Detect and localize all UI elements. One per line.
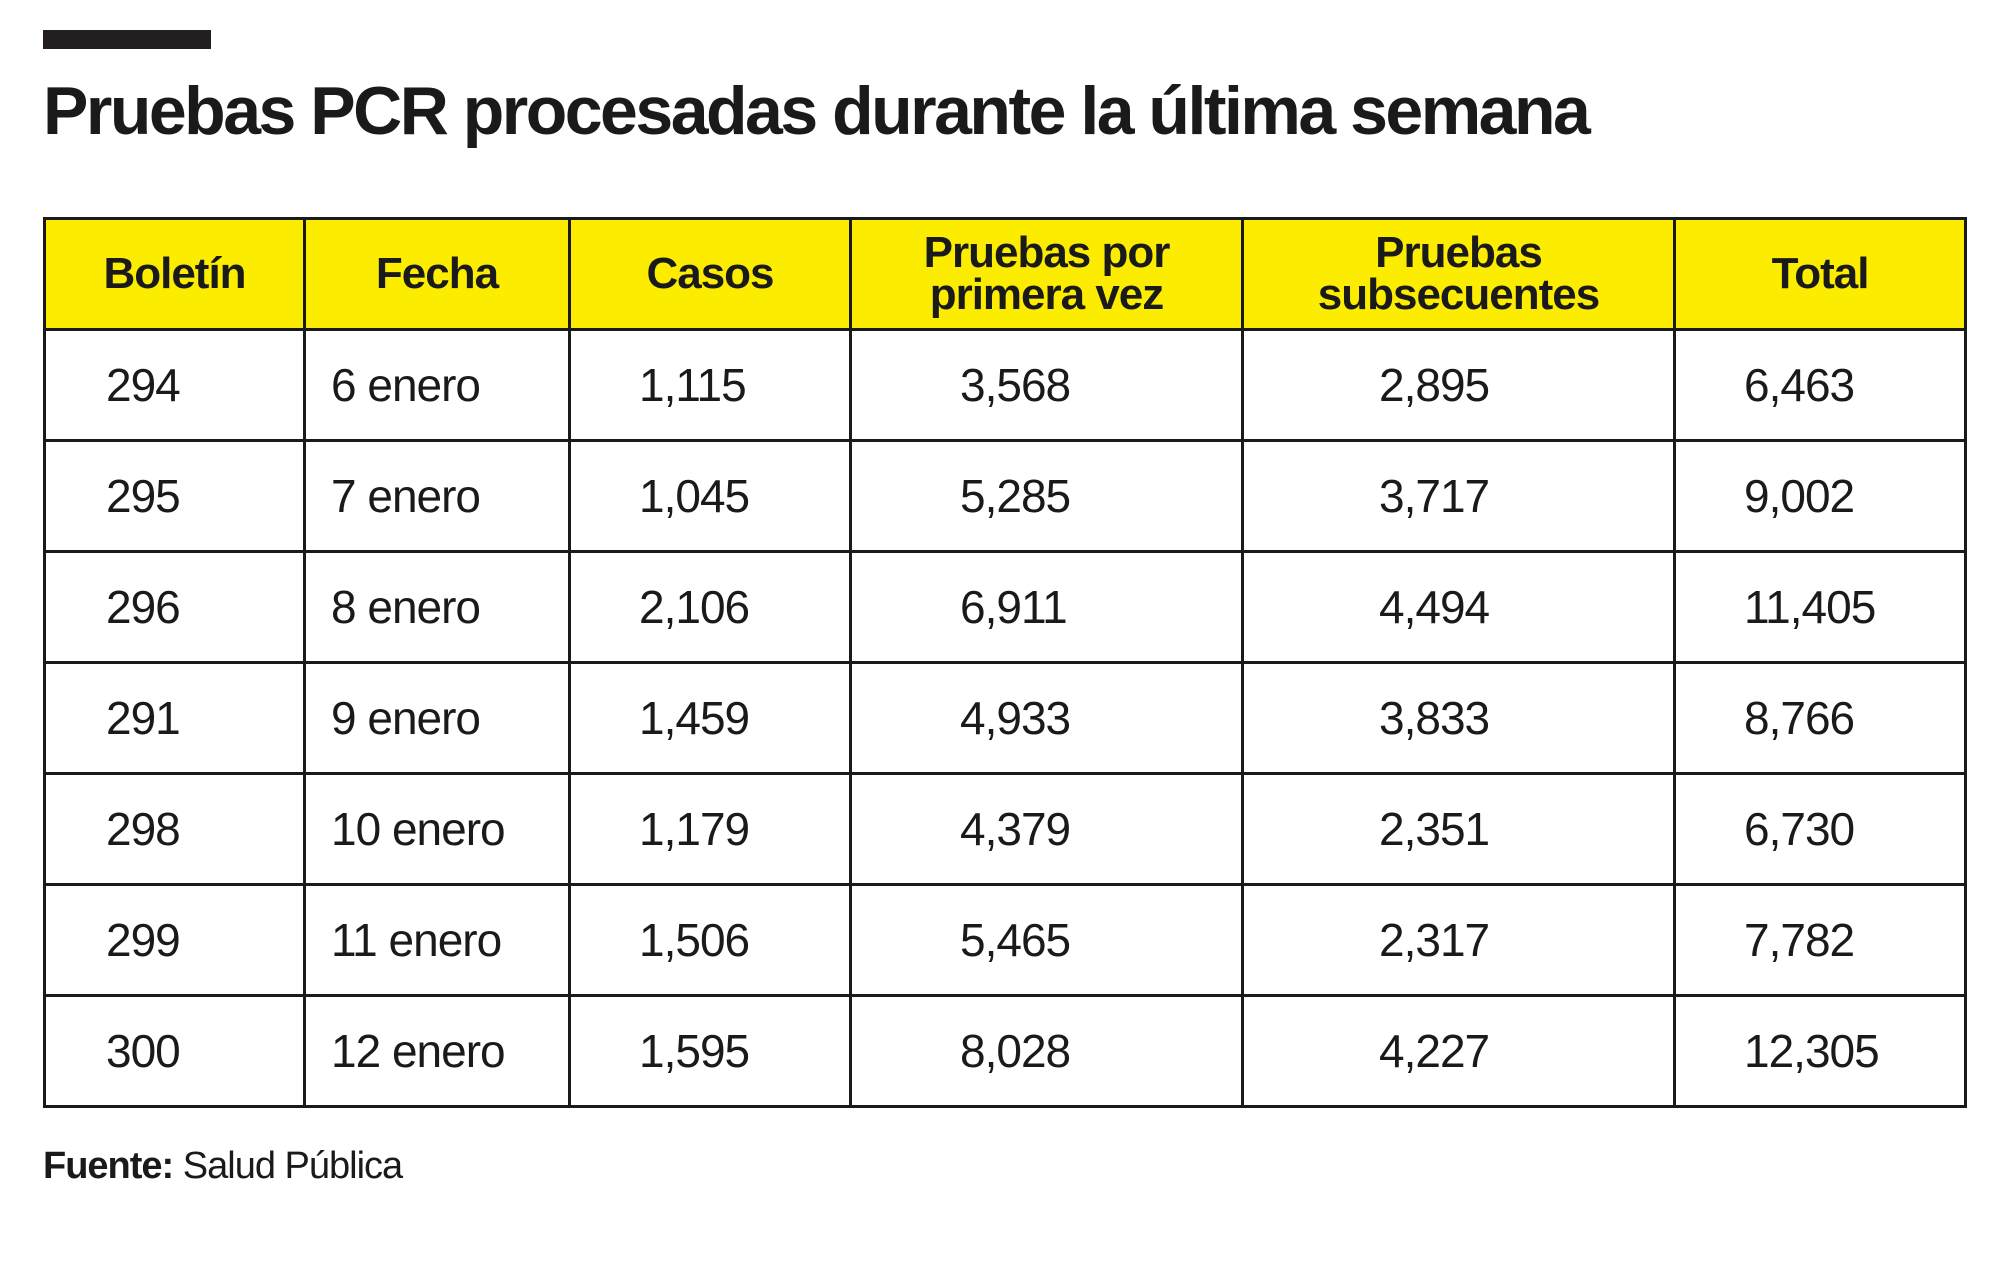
page-title: Pruebas PCR procesadas durante la última… (43, 73, 1591, 149)
table-cell: 12 enero (303, 994, 571, 1108)
column-header: Boletín (43, 217, 306, 331)
table-cell: 2,895 (1241, 328, 1676, 442)
table-cell: 9,002 (1673, 439, 1967, 553)
table-cell: 4,379 (849, 772, 1244, 886)
table-cell: 6 enero (303, 328, 571, 442)
table-cell: 2,106 (568, 550, 852, 664)
table-cell: 6,911 (849, 550, 1244, 664)
table-row: 294 6 enero 1,115 3,568 2,895 6,463 (43, 328, 1967, 442)
table-cell: 5,465 (849, 883, 1244, 997)
table-header-row: Boletín Fecha Casos Pruebas por primera vez… (43, 217, 1967, 331)
column-header: Casos (568, 217, 852, 331)
table-cell: 295 (43, 439, 306, 553)
table-cell: 9 enero (303, 661, 571, 775)
table-cell: 12,305 (1673, 994, 1967, 1108)
table-cell: 2,317 (1241, 883, 1676, 997)
table-cell: 2,351 (1241, 772, 1676, 886)
table-cell: 300 (43, 994, 306, 1108)
table-row: 291 9 enero 1,459 4,933 3,833 8,766 (43, 661, 1967, 775)
table-cell: 1,595 (568, 994, 852, 1108)
table-cell: 7 enero (303, 439, 571, 553)
table-cell: 8,766 (1673, 661, 1967, 775)
table-row: 300 12 enero 1,595 8,028 4,227 12,305 (43, 994, 1967, 1108)
table-cell: 299 (43, 883, 306, 997)
table-cell: 1,459 (568, 661, 852, 775)
column-header: Total (1673, 217, 1967, 331)
table-cell: 4,933 (849, 661, 1244, 775)
table-cell: 4,494 (1241, 550, 1676, 664)
table-cell: 296 (43, 550, 306, 664)
table-cell: 6,730 (1673, 772, 1967, 886)
table-cell: 11 enero (303, 883, 571, 997)
table-cell: 7,782 (1673, 883, 1967, 997)
pcr-table: Boletín Fecha Casos Pruebas por primera vez… (43, 217, 1967, 1108)
table-cell: 1,179 (568, 772, 852, 886)
table-row: 299 11 enero 1,506 5,465 2,317 7,782 (43, 883, 1967, 997)
table-row: 295 7 enero 1,045 5,285 3,717 9,002 (43, 439, 1967, 553)
source-value: Salud Pública (182, 1145, 403, 1187)
table-row: 296 8 enero 2,106 6,911 4,494 11,405 (43, 550, 1967, 664)
table-cell: 3,568 (849, 328, 1244, 442)
table-cell: 1,506 (568, 883, 852, 997)
table-cell: 291 (43, 661, 306, 775)
table-cell: 1,115 (568, 328, 852, 442)
table-cell: 11,405 (1673, 550, 1967, 664)
table-cell: 3,833 (1241, 661, 1676, 775)
table-cell: 5,285 (849, 439, 1244, 553)
table-cell: 1,045 (568, 439, 852, 553)
table-cell: 294 (43, 328, 306, 442)
table-cell: 10 enero (303, 772, 571, 886)
table-cell: 298 (43, 772, 306, 886)
table-cell: 8 enero (303, 550, 571, 664)
table-cell: 8,028 (849, 994, 1244, 1108)
table-cell: 4,227 (1241, 994, 1676, 1108)
title-accent-bar (43, 30, 211, 49)
table-row: 298 10 enero 1,179 4,379 2,351 6,730 (43, 772, 1967, 886)
column-header: Pruebas por primera vez (849, 217, 1244, 331)
source-label: Fuente: (43, 1145, 174, 1187)
table-cell: 6,463 (1673, 328, 1967, 442)
source-note: Fuente: Salud Pública (43, 1145, 403, 1188)
column-header: Fecha (303, 217, 571, 331)
column-header: Pruebas subsecuentes (1241, 217, 1676, 331)
table-cell: 3,717 (1241, 439, 1676, 553)
